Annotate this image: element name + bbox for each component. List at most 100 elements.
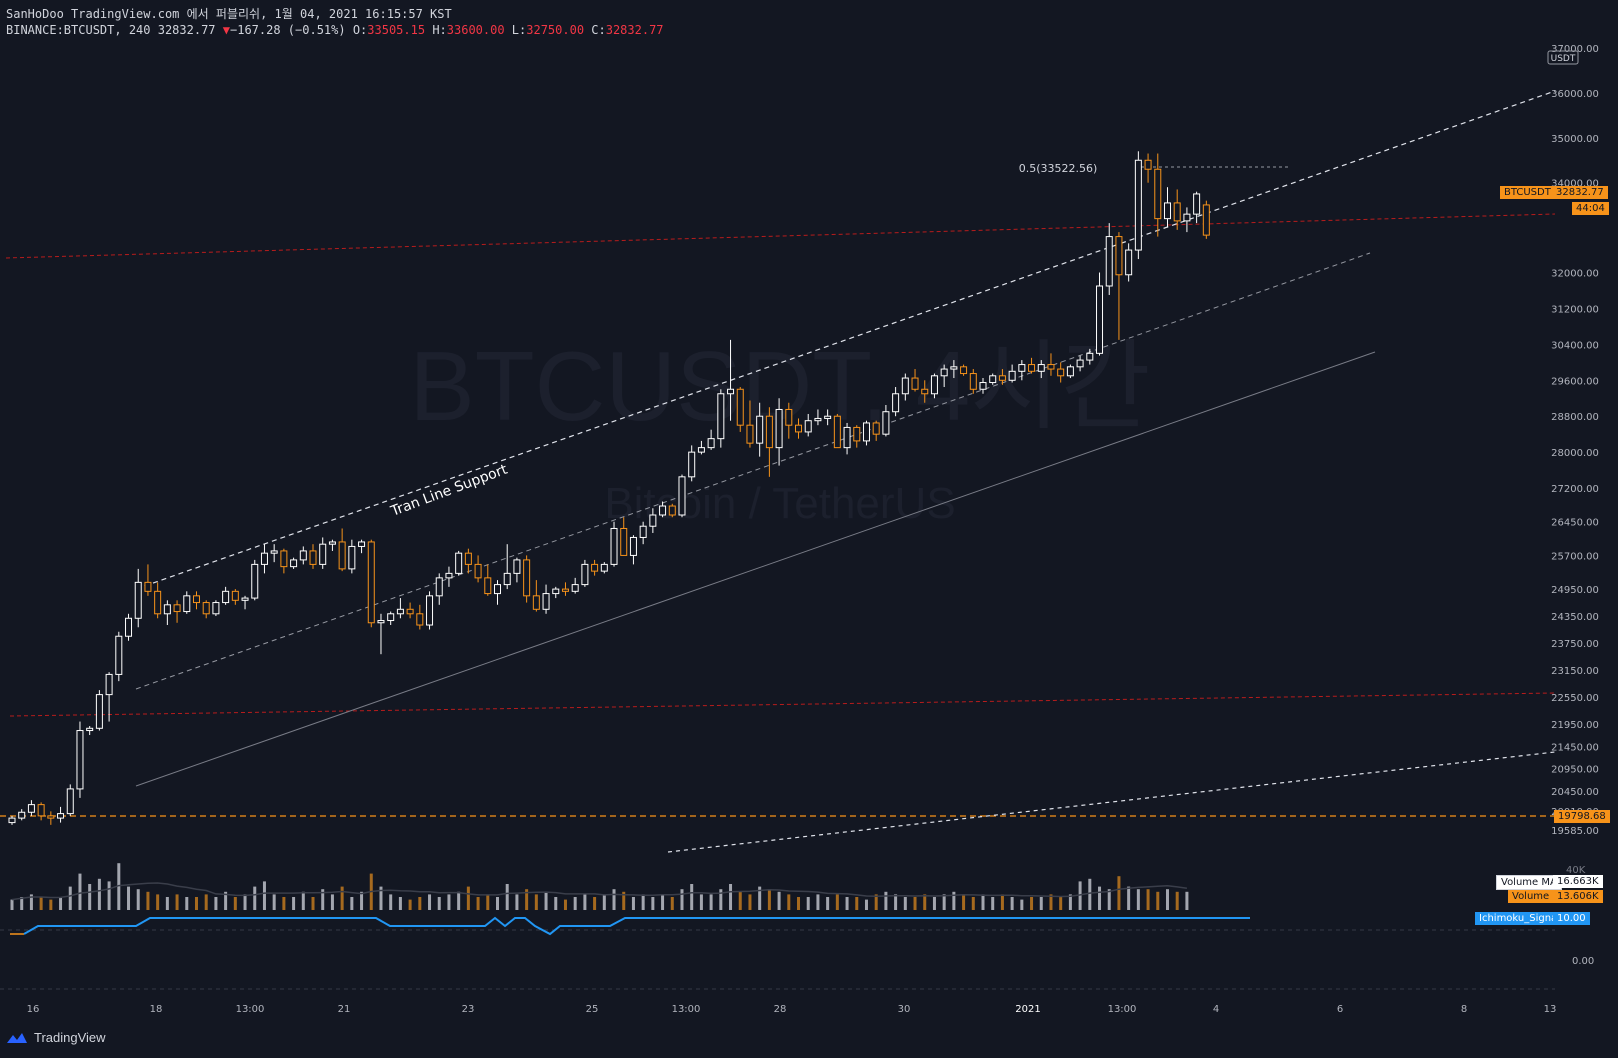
candle[interactable] <box>824 409 832 426</box>
candle[interactable] <box>212 600 220 617</box>
candle[interactable] <box>435 573 443 605</box>
candle[interactable] <box>1154 153 1162 237</box>
candle[interactable] <box>1047 353 1055 376</box>
candle[interactable] <box>717 389 725 448</box>
candle[interactable] <box>1076 355 1084 372</box>
candle[interactable] <box>1173 189 1181 230</box>
candle[interactable] <box>348 539 356 574</box>
candle[interactable] <box>105 672 113 722</box>
candle[interactable] <box>979 378 987 394</box>
candle[interactable] <box>969 369 977 394</box>
ohlc-legend[interactable]: BINANCE:BTCUSDT, 240 32832.77 ▼−167.28 (… <box>6 22 664 38</box>
candle[interactable] <box>882 404 890 437</box>
candle[interactable] <box>1125 243 1133 282</box>
candle[interactable] <box>134 568 142 628</box>
candle[interactable] <box>1096 272 1104 356</box>
candle[interactable] <box>37 802 45 821</box>
candle[interactable] <box>484 564 492 596</box>
candle[interactable] <box>1183 207 1191 233</box>
candle[interactable] <box>998 369 1006 385</box>
candle[interactable] <box>989 373 997 385</box>
candle[interactable] <box>163 600 171 626</box>
candle[interactable] <box>610 521 618 567</box>
time-axis[interactable]: 16 18 13:00 21 23 25 13:00 28 30 2021 13:00 4 6 8 13 <box>27 1004 1557 1015</box>
candle[interactable] <box>260 544 268 574</box>
candle[interactable] <box>552 586 560 599</box>
candle[interactable] <box>581 559 589 587</box>
candle[interactable] <box>697 440 705 455</box>
candle[interactable] <box>814 409 822 426</box>
candle[interactable] <box>765 407 773 477</box>
candle[interactable] <box>192 591 200 610</box>
candle[interactable] <box>503 544 511 590</box>
candle[interactable] <box>756 402 764 457</box>
drawings[interactable]: 0.5(33522.56) Tran Line Support <box>0 90 1556 853</box>
candle[interactable] <box>251 559 259 601</box>
candle[interactable] <box>183 591 191 614</box>
candle[interactable] <box>921 380 929 403</box>
tradingview-logo[interactable]: TradingView <box>6 1030 106 1045</box>
candle[interactable] <box>542 584 550 614</box>
candle[interactable] <box>862 420 870 446</box>
lower-trend-line[interactable] <box>667 751 1556 853</box>
price-scale[interactable]: 37000.00 36000.00 35000.00 34000.00 32000.00… <box>1551 44 1599 837</box>
candle[interactable] <box>241 595 249 610</box>
candle[interactable] <box>426 591 434 630</box>
candle[interactable] <box>494 580 501 605</box>
candle[interactable] <box>125 613 133 641</box>
candle[interactable] <box>1163 187 1171 228</box>
candle[interactable] <box>47 811 55 825</box>
candle[interactable] <box>76 721 84 798</box>
candle[interactable] <box>66 784 74 816</box>
candle[interactable] <box>659 501 667 518</box>
candle[interactable] <box>561 582 569 596</box>
candle[interactable] <box>328 539 336 551</box>
candle[interactable] <box>455 550 463 576</box>
candle[interactable] <box>280 548 288 574</box>
candle[interactable] <box>377 613 385 655</box>
candle[interactable] <box>707 429 715 450</box>
candle[interactable] <box>1115 232 1123 340</box>
candle[interactable] <box>1037 360 1045 379</box>
red-horizontal-resistance[interactable] <box>5 213 1556 259</box>
candle[interactable] <box>474 555 482 583</box>
candle[interactable] <box>591 559 599 576</box>
candle[interactable] <box>688 445 696 482</box>
candle[interactable] <box>1134 151 1142 260</box>
candle[interactable] <box>523 555 531 603</box>
candle[interactable] <box>911 369 919 392</box>
candle[interactable] <box>668 503 676 518</box>
candle[interactable] <box>338 528 346 572</box>
candle[interactable] <box>416 604 424 630</box>
candle[interactable] <box>406 602 414 619</box>
candle[interactable] <box>639 521 647 545</box>
candle[interactable] <box>358 539 366 554</box>
candle[interactable] <box>785 402 793 439</box>
candle[interactable] <box>960 364 968 376</box>
candle[interactable] <box>95 690 103 731</box>
candle[interactable] <box>173 600 181 623</box>
candle[interactable] <box>222 586 230 605</box>
candle[interactable] <box>1057 362 1065 383</box>
candle[interactable] <box>270 544 278 563</box>
candle[interactable] <box>736 387 744 432</box>
candle[interactable] <box>513 557 521 583</box>
candle[interactable] <box>464 548 472 574</box>
candle[interactable] <box>144 564 152 596</box>
upper-channel-line[interactable] <box>135 90 1556 590</box>
candle[interactable] <box>571 577 579 594</box>
candle[interactable] <box>319 537 327 569</box>
candle[interactable] <box>843 422 851 455</box>
candle[interactable] <box>1086 348 1094 365</box>
middle-channel-line[interactable] <box>135 252 1371 690</box>
candle[interactable] <box>1008 364 1016 383</box>
candle[interactable] <box>872 420 880 441</box>
candle[interactable] <box>950 360 958 379</box>
candle[interactable] <box>290 557 298 569</box>
candle[interactable] <box>620 517 628 556</box>
candle[interactable] <box>853 425 861 448</box>
candle[interactable] <box>600 562 608 574</box>
candle[interactable] <box>1144 153 1152 183</box>
candle[interactable] <box>1202 200 1210 239</box>
